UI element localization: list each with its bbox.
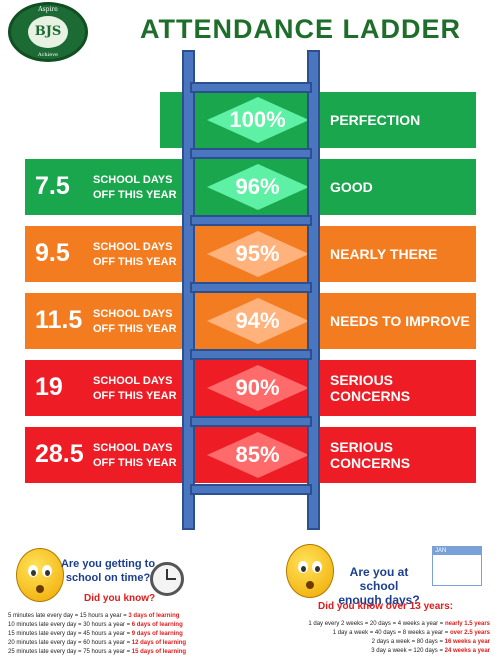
thinking-emoji-icon bbox=[16, 548, 64, 602]
logo-text: BJS bbox=[28, 16, 68, 48]
page-title: ATTENDANCE LADDER bbox=[140, 14, 461, 44]
days-off-value: 11.5 bbox=[35, 306, 83, 334]
days-off-cell: 28.5 SCHOOL DAYS OFF THIS YEAR bbox=[25, 427, 195, 483]
days-off-label: SCHOOL DAYS OFF THIS YEAR bbox=[93, 375, 177, 402]
ladder-rung bbox=[190, 484, 312, 495]
attendance-row: 7.5 SCHOOL DAYS OFF THIS YEAR 96% GOOD bbox=[0, 159, 500, 215]
right-panel-subtitle: Did you know over 13 years: bbox=[318, 601, 454, 612]
calendar-icon: JAN bbox=[432, 546, 482, 586]
percent-cell: 85% bbox=[195, 427, 320, 483]
fact-line: 20 minutes late every day = 60 hours a y… bbox=[8, 640, 187, 646]
fact-line: 3 day a week = 120 days = 24 weeks a yea… bbox=[371, 648, 490, 654]
attendance-percent: 96% bbox=[235, 174, 280, 199]
days-off-cell: 11.5 SCHOOL DAYS OFF THIS YEAR bbox=[25, 293, 195, 349]
ladder-rung bbox=[190, 215, 312, 226]
ladder-rung bbox=[190, 282, 312, 293]
left-panel-title: Are you getting to school on time? bbox=[60, 558, 156, 584]
days-off-label: SCHOOL DAYS OFF THIS YEAR bbox=[93, 241, 177, 268]
school-logo: Aspire BJS Achieve bbox=[8, 2, 88, 62]
days-off-value: 7.5 bbox=[35, 172, 70, 200]
fact-line: 1 day every 2 weeks = 20 days = 4 weeks … bbox=[308, 621, 490, 627]
days-off-cell: 9.5 SCHOOL DAYS OFF THIS YEAR bbox=[25, 226, 195, 282]
days-off-value: 28.5 bbox=[35, 440, 84, 468]
right-panel-facts: 1 day every 2 weeks = 20 days = 4 weeks … bbox=[278, 620, 490, 656]
right-panel-title: Are you at school enough days? bbox=[338, 565, 420, 607]
days-off-label: SCHOOL DAYS OFF THIS YEAR bbox=[93, 308, 177, 335]
ladder-rung bbox=[190, 82, 312, 93]
status-label: SERIOUS CONCERNS bbox=[320, 427, 476, 483]
percent-cell: 94% bbox=[195, 293, 320, 349]
days-off-label: SCHOOL DAYS OFF THIS YEAR bbox=[93, 174, 177, 201]
attendance-percent: 95% bbox=[235, 241, 280, 266]
attendance-percent: 94% bbox=[235, 308, 280, 333]
days-off-cell: 19 SCHOOL DAYS OFF THIS YEAR bbox=[25, 360, 195, 416]
fact-line: 5 minutes late every day = 15 hours a ye… bbox=[8, 613, 180, 619]
status-label: NEEDS TO IMPROVE bbox=[320, 293, 476, 349]
status-label: NEARLY THERE bbox=[320, 226, 476, 282]
attendance-row: 11.5 SCHOOL DAYS OFF THIS YEAR 94% NEEDS TO … bbox=[0, 293, 500, 349]
attendance-row: 100% PERFECTION bbox=[0, 92, 500, 148]
ladder-rung bbox=[190, 416, 312, 427]
fact-line: 25 minutes late every day = 75 hours a y… bbox=[8, 649, 187, 655]
days-off-cell: 7.5 SCHOOL DAYS OFF THIS YEAR bbox=[25, 159, 195, 215]
status-label: GOOD bbox=[320, 159, 476, 215]
fact-line: 2 days a week = 80 days = 16 weeks a yea… bbox=[371, 639, 490, 645]
ladder-rung bbox=[190, 349, 312, 360]
percent-cell: 100% bbox=[195, 92, 320, 148]
left-panel-subtitle: Did you know? bbox=[84, 593, 156, 604]
attendance-row: 28.5 SCHOOL DAYS OFF THIS YEAR 85% SERIOUS C… bbox=[0, 427, 500, 483]
thinking-emoji-icon bbox=[286, 544, 334, 598]
fact-line: 1 day a week = 40 days = 8 weeks a year … bbox=[332, 630, 490, 636]
days-off-value: 9.5 bbox=[35, 239, 70, 267]
status-label: SERIOUS CONCERNS bbox=[320, 360, 476, 416]
clock-icon bbox=[150, 562, 184, 596]
attendance-row: 9.5 SCHOOL DAYS OFF THIS YEAR 95% NEARLY THE… bbox=[0, 226, 500, 282]
status-label: PERFECTION bbox=[320, 92, 476, 148]
logo-motto-top: Aspire bbox=[38, 6, 58, 13]
fact-line: 10 minutes late every day = 30 hours a y… bbox=[8, 622, 183, 628]
ladder-rung bbox=[190, 148, 312, 159]
percent-cell: 95% bbox=[195, 226, 320, 282]
attendance-percent: 100% bbox=[229, 107, 286, 132]
days-off-value: 19 bbox=[35, 373, 63, 401]
logo-motto-side: Achieve bbox=[38, 52, 58, 58]
attendance-row: 19 SCHOOL DAYS OFF THIS YEAR 90% SERIOUS CON… bbox=[0, 360, 500, 416]
days-off-label: SCHOOL DAYS OFF THIS YEAR bbox=[93, 442, 177, 469]
percent-cell: 96% bbox=[195, 159, 320, 215]
attendance-percent: 85% bbox=[235, 442, 280, 467]
left-panel-facts: 5 minutes late every day = 15 hours a ye… bbox=[8, 612, 186, 657]
attendance-percent: 90% bbox=[235, 375, 280, 400]
fact-line: 15 minutes late every day = 45 hours a y… bbox=[8, 631, 183, 637]
percent-cell: 90% bbox=[195, 360, 320, 416]
calendar-label: JAN bbox=[435, 548, 447, 554]
